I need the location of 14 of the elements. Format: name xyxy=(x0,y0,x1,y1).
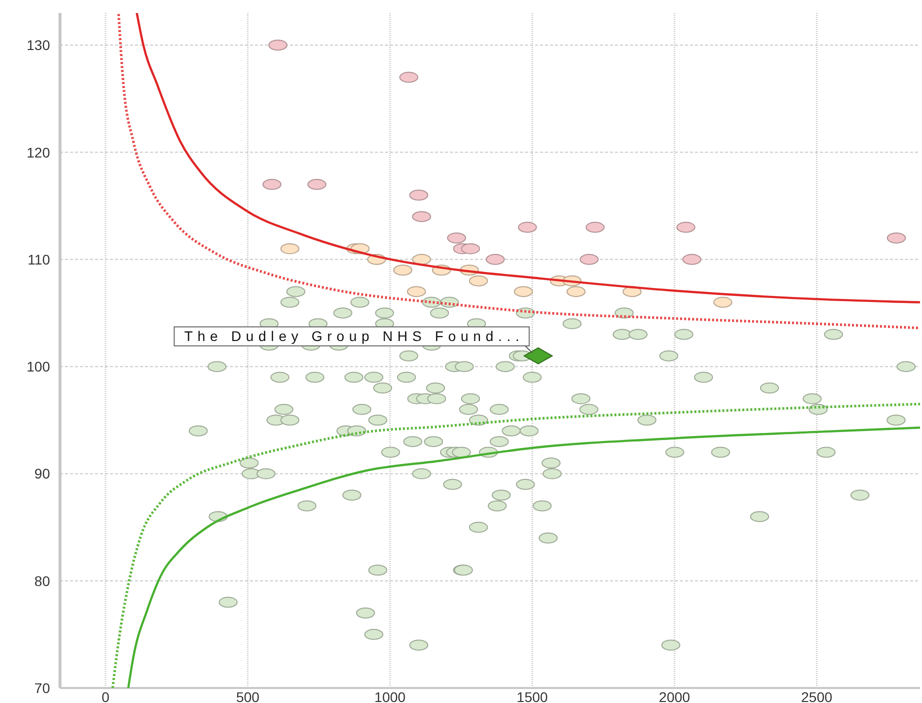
y-tick-label: 70 xyxy=(34,680,50,696)
y-tick-label: 110 xyxy=(28,251,50,268)
x-tick-label: 2500 xyxy=(801,689,833,703)
x-tick-label: 0 xyxy=(102,689,110,703)
y-tick-label: 90 xyxy=(34,466,50,482)
x-tick-label: 500 xyxy=(236,689,260,703)
y-tick-label: 80 xyxy=(34,572,50,589)
annotation: The Dudley Group NHS Found... xyxy=(184,328,520,344)
y-tick-label: 130 xyxy=(26,37,50,54)
x-tick-label: 1000 xyxy=(374,689,406,703)
x-tick-label: 1500 xyxy=(516,689,548,703)
y-tick-label: 120 xyxy=(26,144,50,160)
y-tick-label: 100 xyxy=(26,358,50,375)
x-tick-label: 2000 xyxy=(658,689,690,703)
